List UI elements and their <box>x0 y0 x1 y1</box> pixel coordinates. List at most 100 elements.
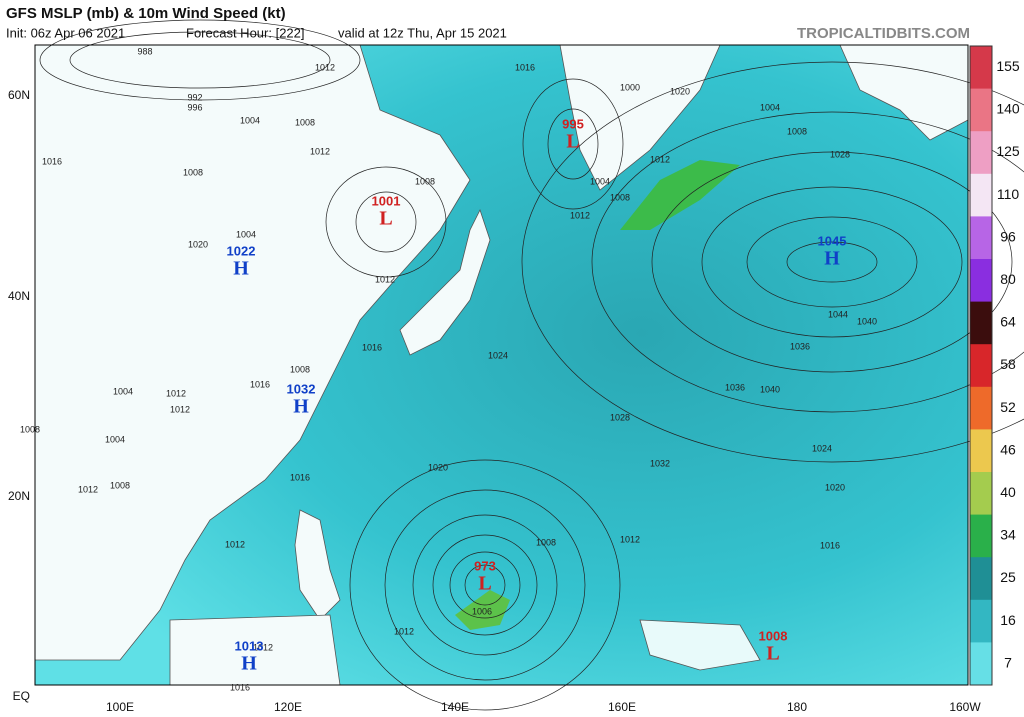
colorbar-label: 155 <box>996 58 1020 74</box>
lon-label: 120E <box>274 700 302 714</box>
isobar-label: 1000 <box>620 82 640 92</box>
colorbar-label: 64 <box>1000 314 1016 330</box>
isobar-label: 1008 <box>20 424 40 434</box>
land <box>34 44 969 686</box>
colorbar-label: 125 <box>996 143 1020 159</box>
colorbar-segment <box>970 599 992 643</box>
isobar-label: 1036 <box>725 382 745 392</box>
valid-time: valid at 12z Thu, Apr 15 2021 <box>338 25 507 40</box>
lon-label: 160E <box>608 700 636 714</box>
lon-label: 180 <box>787 700 807 714</box>
map-frame <box>34 44 969 686</box>
isobar-label: 1020 <box>428 462 448 472</box>
isobar-label: 1008 <box>415 176 435 186</box>
init: Init: 06z Apr 06 2021 <box>6 25 125 40</box>
wind-max <box>620 160 740 230</box>
center-value: 1013 <box>235 638 264 653</box>
colorbar-segment <box>970 386 992 430</box>
isobar-label: 1008 <box>295 117 315 127</box>
center-letter: H <box>241 653 257 675</box>
colorbar-label: 7 <box>1004 654 1012 670</box>
colorbar-segment <box>970 131 992 175</box>
isobar-label: 1004 <box>105 434 125 444</box>
isobar-label: 1020 <box>188 239 208 249</box>
isobar-label: 1040 <box>760 384 780 394</box>
isobar-label: 1020 <box>825 482 845 492</box>
isobar-label: 1012 <box>310 146 330 156</box>
colorbar-segment <box>970 642 992 686</box>
colorbar-segment <box>970 216 992 260</box>
isobar-label: 1004 <box>590 176 610 186</box>
center-letter: L <box>766 643 779 665</box>
isobar-label: 1040 <box>857 316 877 326</box>
colorbar-frame <box>969 45 993 686</box>
isobar-label: 1016 <box>42 156 62 166</box>
lon-label: 160W <box>949 700 981 714</box>
lat-label: 20N <box>8 489 30 503</box>
wind-max <box>455 590 510 630</box>
isobar-label: 996 <box>187 102 202 112</box>
lon-label: 100E <box>106 700 134 714</box>
center-value: 1008 <box>759 628 788 643</box>
isobar-label: 1024 <box>488 350 508 360</box>
isobar-label: 1044 <box>828 309 848 319</box>
center-value: 1022 <box>227 243 256 258</box>
isobar-label: 1012 <box>225 539 245 549</box>
colorbar-label: 58 <box>1000 356 1016 372</box>
colorbar-label: 40 <box>1000 484 1016 500</box>
title: GFS MSLP (mb) & 10m Wind Speed (kt) <box>6 5 286 22</box>
isobars <box>39 19 1024 711</box>
center-letter: H <box>233 258 249 280</box>
colorbar-label: 140 <box>996 101 1020 117</box>
center-value: 973 <box>474 558 496 573</box>
colorbar-segment <box>970 173 992 217</box>
colorbar-segment <box>970 344 992 388</box>
isobar-label: 1028 <box>610 412 630 422</box>
isobar-label: 1016 <box>515 62 535 72</box>
center-letter: L <box>379 208 392 230</box>
center-letter: H <box>824 248 840 270</box>
lat-label: 40N <box>8 289 30 303</box>
colorbar-segment <box>970 46 992 90</box>
site: TROPICALTIDBITS.COM <box>797 25 970 42</box>
isobar-label: 1012 <box>170 404 190 414</box>
lat-label: EQ <box>13 689 30 703</box>
lat-label: 60N <box>8 88 30 102</box>
colorbar-segment <box>970 472 992 516</box>
colorbar-label: 110 <box>997 186 1020 202</box>
colorbar-segment <box>970 88 992 132</box>
isobar-label: 1004 <box>236 229 256 239</box>
isobar-label: 1020 <box>670 86 690 96</box>
isobar-label: 1036 <box>790 341 810 351</box>
center-letter: L <box>566 131 579 153</box>
isobar-label: 1016 <box>362 342 382 352</box>
colorbar-label: 46 <box>1000 441 1016 457</box>
center-value: 1032 <box>287 381 316 396</box>
isobar-label: 1032 <box>650 458 670 468</box>
isobar-label: 1008 <box>110 480 130 490</box>
colorbar-label: 52 <box>1000 399 1016 415</box>
isobar-label: 1004 <box>113 386 133 396</box>
colorbar-label: 25 <box>1000 569 1016 585</box>
colorbar-label: 96 <box>1000 228 1016 244</box>
isobar-label: 1012 <box>315 62 335 72</box>
isobar-label: 1008 <box>290 364 310 374</box>
isobar-label: 1016 <box>290 472 310 482</box>
isobar-label: 1016 <box>820 540 840 550</box>
isobar-label: 1004 <box>760 102 780 112</box>
isobar-label: 1012 <box>166 388 186 398</box>
center-value: 1045 <box>818 233 847 248</box>
colorbar-label: 16 <box>1000 612 1016 628</box>
isobar-label: 1008 <box>536 537 556 547</box>
isobar-label: 1016 <box>250 379 270 389</box>
isobar-label: 1012 <box>620 534 640 544</box>
isobar-label: 1028 <box>830 149 850 159</box>
center-value: 995 <box>562 116 584 131</box>
isobar-label: 1006 <box>472 606 492 616</box>
isobar-label: 1012 <box>394 626 414 636</box>
center-letter: H <box>293 396 309 418</box>
colorbar-segment <box>970 514 992 558</box>
isobar-label: 1024 <box>812 443 832 453</box>
